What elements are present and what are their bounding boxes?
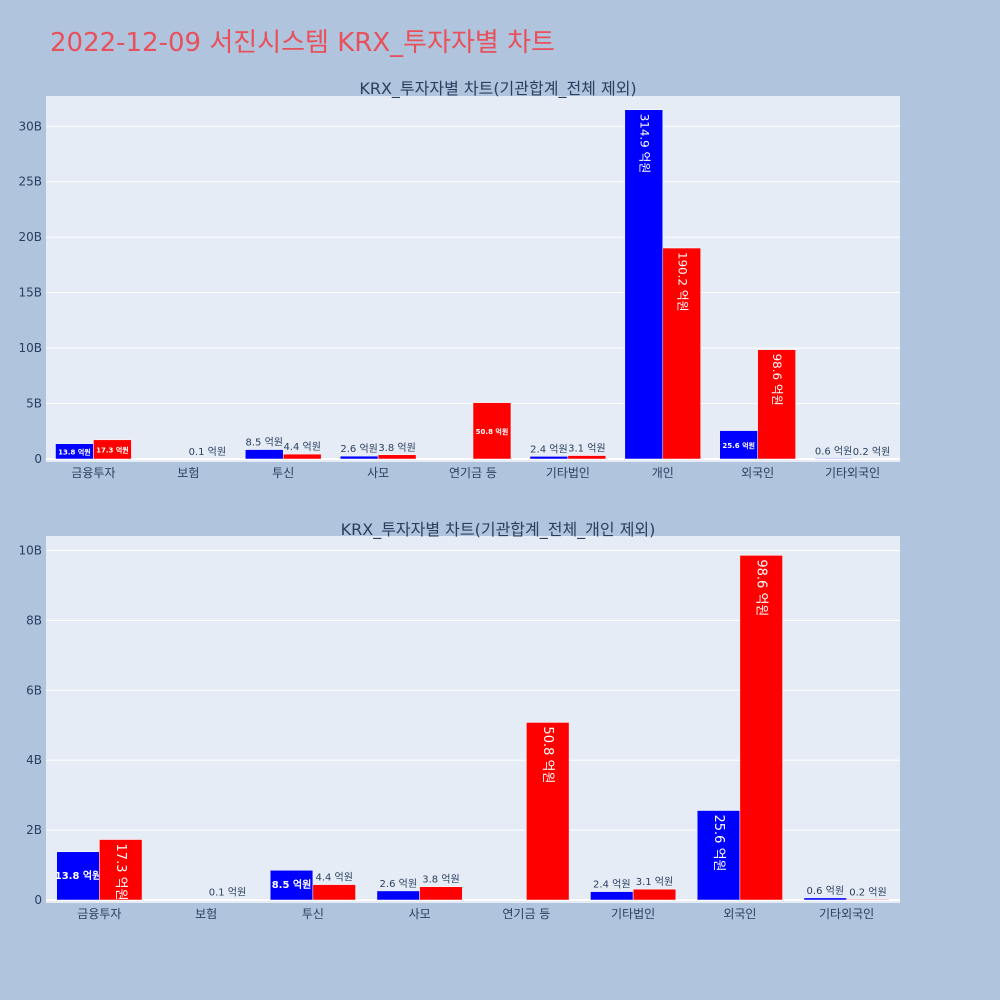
bar-data-label: 13.8 억원 [55,869,102,882]
y-tick-label: 15B [18,286,42,300]
y-tick-label: 10B [18,341,42,355]
sell-bar [282,453,322,460]
bar-data-label: 3.1 억원 [636,876,673,888]
y-tick-label: 0 [34,893,42,907]
bar-data-label: 25.6 억원 [722,441,755,450]
buy-bar [590,891,634,901]
x-tick-label: 보험 [195,907,217,921]
bar-data-label: 0.6 억원 [807,885,844,897]
y-tick-label: 4B [26,753,42,767]
page-title: 2022-12-09 서진시스템 KRX_투자자별 차트 [50,28,555,58]
y-tick-label: 6B [26,683,42,697]
x-tick-label: 기타법인 [546,466,590,480]
bar-data-label: 8.5 억원 [246,437,283,449]
y-tick-label: 20B [18,230,42,244]
bar-data-label: 50.8 억원 [476,427,509,436]
bar-data-label: 8.5 억원 [272,878,312,891]
buy-bar [56,851,100,901]
x-tick-label: 기타외국인 [825,466,880,480]
bar-data-label: 0.2 억원 [853,446,890,458]
chart-title: KRX_투자자별 차트(기관합계_전체 제외) [359,79,636,99]
x-tick-label: 기타외국인 [819,907,874,921]
buy-bar [269,870,314,901]
sell-bar [93,439,132,460]
buy-bar [719,430,758,460]
bar-data-label: 25.6 억원 [711,815,726,872]
bar-data-label: 3.8 억원 [378,442,415,454]
bar-data-label: 4.4 억원 [315,872,352,884]
buy-bar [803,897,847,901]
x-tick-label: 외국인 [723,907,756,921]
y-tick-label: 25B [18,175,42,189]
buy-bar [376,890,420,901]
buy-bar [624,109,664,460]
bar-data-label: 190.2 억원 [675,252,689,312]
x-tick-label: 투신 [272,466,294,480]
sell-bar [419,886,463,901]
y-tick-label: 30B [18,119,42,133]
y-tick-label: 5B [26,397,42,411]
x-tick-label: 보험 [177,466,199,480]
sell-bar [526,722,570,901]
x-tick-label: 개인 [652,466,674,480]
bar-data-label: 3.8 억원 [422,874,459,886]
sell-bar [567,455,607,460]
x-tick-label: 외국인 [741,466,774,480]
x-tick-label: 연기금 등 [502,907,550,921]
bar-data-label: 4.4 억원 [283,441,320,453]
sell-bar [739,555,783,901]
x-tick-label: 금융투자 [77,907,121,921]
sell-bar [632,888,677,901]
sell-bar [312,884,356,901]
bar-data-label: 50.8 억원 [540,726,555,783]
x-tick-label: 사모 [367,466,389,480]
sell-bar [662,247,701,460]
y-tick-label: 8B [26,613,42,627]
y-tick-label: 2B [26,823,42,837]
y-tick-label: 0 [34,452,42,466]
sell-bar [846,899,890,901]
bar-data-label: 0.1 억원 [189,446,226,458]
y-tick-label: 10B [18,543,42,557]
bar-data-label: 2.4 억원 [530,443,567,455]
bar-data-label: 2.6 억원 [380,878,417,890]
bar-data-label: 3.1 억원 [568,443,605,455]
bar-data-label: 98.6 억원 [770,354,784,406]
sell-bar [472,402,512,460]
sell-bar [99,839,143,901]
x-tick-label: 금융투자 [71,466,115,480]
bar-data-label: 98.6 억원 [754,559,769,616]
bar-data-label: 13.8 억원 [58,447,91,456]
sell-bar [757,349,796,460]
x-tick-label: 기타법인 [611,907,655,921]
bar-data-label: 2.4 억원 [593,879,630,891]
bar-data-label: 17.3 억원 [96,445,129,454]
bar-data-label: 17.3 억원 [113,844,128,901]
x-tick-label: 연기금 등 [449,466,497,480]
sell-bar [377,454,417,460]
bar-data-label: 2.6 억원 [340,443,377,455]
bar-data-label: 0.1 억원 [209,887,246,899]
bar-data-label: 314.9 억원 [637,114,651,174]
bar-data-label: 0.2 억원 [849,886,886,898]
x-tick-label: 투신 [302,907,324,921]
chart-title: KRX_투자자별 차트(기관합계_전체_개인 제외) [341,520,656,540]
bar-data-label: 0.6 억원 [815,445,852,457]
x-tick-label: 사모 [409,907,431,921]
